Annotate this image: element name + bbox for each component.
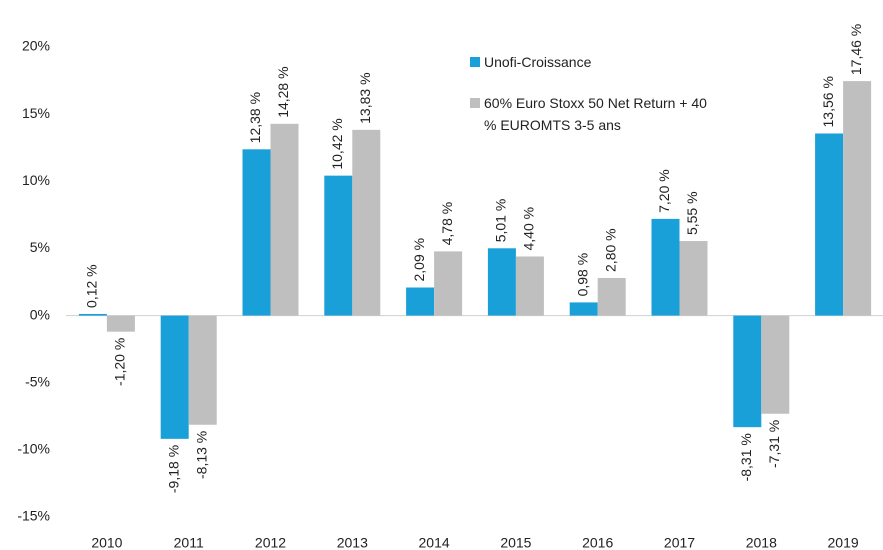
bar — [815, 133, 844, 316]
bar — [270, 123, 299, 316]
bar — [843, 81, 872, 316]
legend-label: Unofi-Croissance — [484, 54, 592, 70]
data-label: 4,78 % — [439, 202, 455, 246]
y-tick-label: 0% — [30, 306, 50, 322]
data-label: 5,01 % — [493, 199, 509, 243]
bar — [487, 248, 516, 316]
x-tick-label: 2010 — [91, 535, 122, 550]
data-label: 12,38 % — [247, 92, 263, 143]
bar — [515, 256, 544, 316]
data-label: 14,28 % — [275, 66, 291, 117]
data-label: -8,31 % — [738, 433, 754, 481]
bar — [242, 149, 271, 316]
data-label: 13,56 % — [820, 76, 836, 127]
bar — [106, 315, 135, 332]
legend-swatch — [470, 57, 480, 67]
data-label: 10,42 % — [329, 118, 345, 169]
legend-label: 60% Euro Stoxx 50 Net Return + 40 % EURO… — [484, 95, 715, 133]
x-tick-label: 2014 — [419, 535, 450, 550]
bar — [352, 129, 381, 316]
data-label: 5,55 % — [684, 191, 700, 235]
data-label: -9,18 % — [165, 445, 181, 493]
x-tick-label: 2015 — [500, 535, 531, 550]
data-label: 0,12 % — [84, 264, 100, 308]
data-label: 0,98 % — [574, 253, 590, 297]
y-tick-label: 5% — [30, 239, 50, 255]
bar — [188, 315, 217, 425]
x-tick-label: 2011 — [174, 535, 204, 550]
y-tick-label: 20% — [22, 38, 50, 54]
data-label: -8,13 % — [193, 431, 209, 479]
data-label: 2,09 % — [411, 238, 427, 282]
data-label: 7,20 % — [656, 169, 672, 213]
legend-item: 60% Euro Stoxx 50 Net Return + 40 % EURO… — [484, 95, 715, 133]
legend-swatch — [470, 98, 480, 108]
x-tick-label: 2019 — [828, 535, 859, 550]
x-tick-label: 2012 — [255, 535, 286, 550]
bar — [406, 287, 435, 316]
bar — [569, 302, 598, 316]
y-tick-label: 15% — [22, 105, 50, 121]
data-label: -1,20 % — [112, 338, 128, 386]
data-label: 2,80 % — [602, 228, 618, 272]
legend-item: Unofi-Croissance — [484, 54, 592, 70]
x-tick-label: 2013 — [337, 535, 368, 550]
x-tick-label: 2017 — [664, 535, 695, 550]
data-label: -7,31 % — [766, 420, 782, 468]
data-label: 4,40 % — [521, 207, 537, 251]
y-tick-label: -5% — [25, 373, 50, 389]
bar — [597, 277, 626, 316]
data-label: 17,46 % — [848, 24, 864, 75]
y-tick-label: -15% — [17, 508, 50, 524]
bar — [651, 218, 680, 316]
y-tick-label: 10% — [22, 172, 50, 188]
y-tick-label: -10% — [17, 441, 50, 457]
x-tick-label: 2018 — [746, 535, 777, 550]
bar — [733, 315, 762, 428]
bar — [679, 241, 708, 316]
x-tick-label: 2016 — [582, 535, 613, 550]
bar — [160, 315, 189, 439]
bar — [434, 251, 463, 316]
data-label: 13,83 % — [357, 72, 373, 123]
bar — [78, 313, 107, 316]
bar — [761, 315, 790, 414]
bar — [324, 175, 353, 316]
